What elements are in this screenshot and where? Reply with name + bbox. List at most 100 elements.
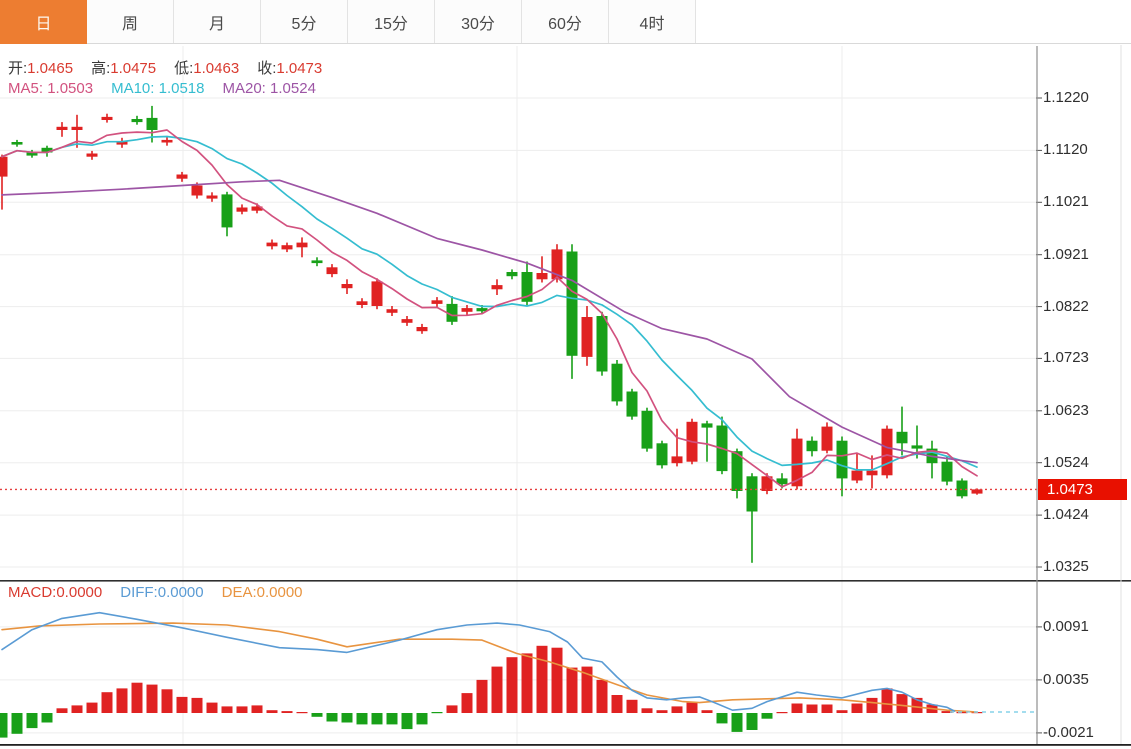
macd-hist-bar [26,713,38,729]
candle-body [611,363,623,402]
candle-body [521,272,533,302]
candle-body [761,476,773,491]
candle-body [641,410,653,449]
price-tick-label: 1.1120 [1043,141,1088,159]
macd-hist-bar [296,712,308,714]
candle-body [566,251,578,356]
macd-hist-bar [11,713,23,734]
candle-body [671,456,683,464]
ma20-line [1,179,978,464]
macd-hist-bar [176,696,188,713]
dea-value: DEA:0.0000 [221,584,303,601]
tab-week[interactable]: 周 [87,0,174,43]
diff-value: DIFF:0.0000 [120,584,204,601]
price-tick-label: 1.0424 [1043,506,1089,524]
price-tick-label: 1.0325 [1043,558,1089,575]
ohlc-high: 高:1.0475 [91,60,157,77]
macd-hist-bar [806,704,818,713]
price-tick-label: 1.0524 [1043,453,1089,471]
macd-hist-bar [371,713,383,725]
ma5-line [1,129,978,488]
macd-hist-bar [716,713,728,724]
macd-hist-bar [641,708,653,713]
macd-hist-bar [341,713,353,723]
candle-body [431,300,443,304]
candle-body [101,116,113,120]
macd-hist-bar [686,702,698,713]
ohlc-low: 低:1.0463 [174,60,240,77]
candle-body [191,185,203,196]
candle-body [701,423,713,428]
candle-body [536,273,548,280]
macd-hist-bar [596,679,608,713]
macd-hist-bar [86,702,98,713]
macd-legend: MACD:0.0000 DIFF:0.0000 DEA:0.0000 [8,584,303,601]
macd-hist-bar [461,693,473,713]
candle-body [386,309,398,313]
tab-4hour[interactable]: 4时 [609,0,696,43]
candle-body [86,153,98,157]
candle-body [866,470,878,476]
tab-day[interactable]: 日 [0,0,87,44]
macd-hist-bar [551,647,563,713]
tab-5min[interactable]: 5分 [261,0,348,43]
macd-hist-bar [836,710,848,713]
macd-hist-bar [731,713,743,732]
macd-hist-bar [416,713,428,725]
macd-value: MACD:0.0000 [8,584,103,601]
candle-body [236,207,248,212]
candle-body [476,308,488,312]
tab-15min[interactable]: 15分 [348,0,435,43]
macd-hist-bar [101,692,113,713]
candle-body [821,426,833,451]
macd-hist-bar [221,706,233,713]
last-price-tag: 1.0473 [1038,479,1127,500]
candle-body [371,281,383,306]
macd-hist-bar [131,682,143,713]
candle-body [341,284,353,289]
tab-60min[interactable]: 60分 [522,0,609,43]
macd-hist-bar [521,653,533,713]
macd-hist-bar [161,689,173,713]
candle-body [11,142,23,145]
macd-hist-bar [611,695,623,713]
macd-hist-bar [206,702,218,713]
candle-body [0,156,8,177]
candle-body [146,117,158,130]
candle-body [626,391,638,417]
candle-body [311,260,323,264]
macd-hist-bar [941,711,953,713]
tab-month[interactable]: 月 [174,0,261,43]
macd-hist-bar [761,713,773,719]
candle-body [416,327,428,332]
candle-body [956,480,968,497]
candle-body [791,438,803,487]
macd-hist-bar [386,713,398,725]
diff-line [1,611,956,712]
candle-body [581,317,593,357]
macd-hist-bar [506,657,518,713]
candle-body [221,194,233,228]
candle-body [401,319,413,323]
candle-body [326,267,338,275]
macd-hist-bar [866,697,878,713]
ohlc-close: 收:1.0473 [257,60,323,77]
ma5-value: MA5: 1.0503 [8,80,94,97]
candle-body [161,139,173,143]
macd-hist-bar [881,688,893,713]
candle-body [26,152,38,156]
macd-hist-bar [56,708,68,713]
macd-hist-bar [251,705,263,713]
candle-body [356,301,368,305]
macd-hist-bar [566,667,578,713]
candle-body [176,174,188,179]
tab-30min[interactable]: 30分 [435,0,522,43]
candle-body [911,445,923,449]
candle-body [446,303,458,322]
candle-body [971,489,983,494]
dea-line [1,622,978,713]
candle-body [131,119,143,123]
macd-hist-bar [536,645,548,713]
